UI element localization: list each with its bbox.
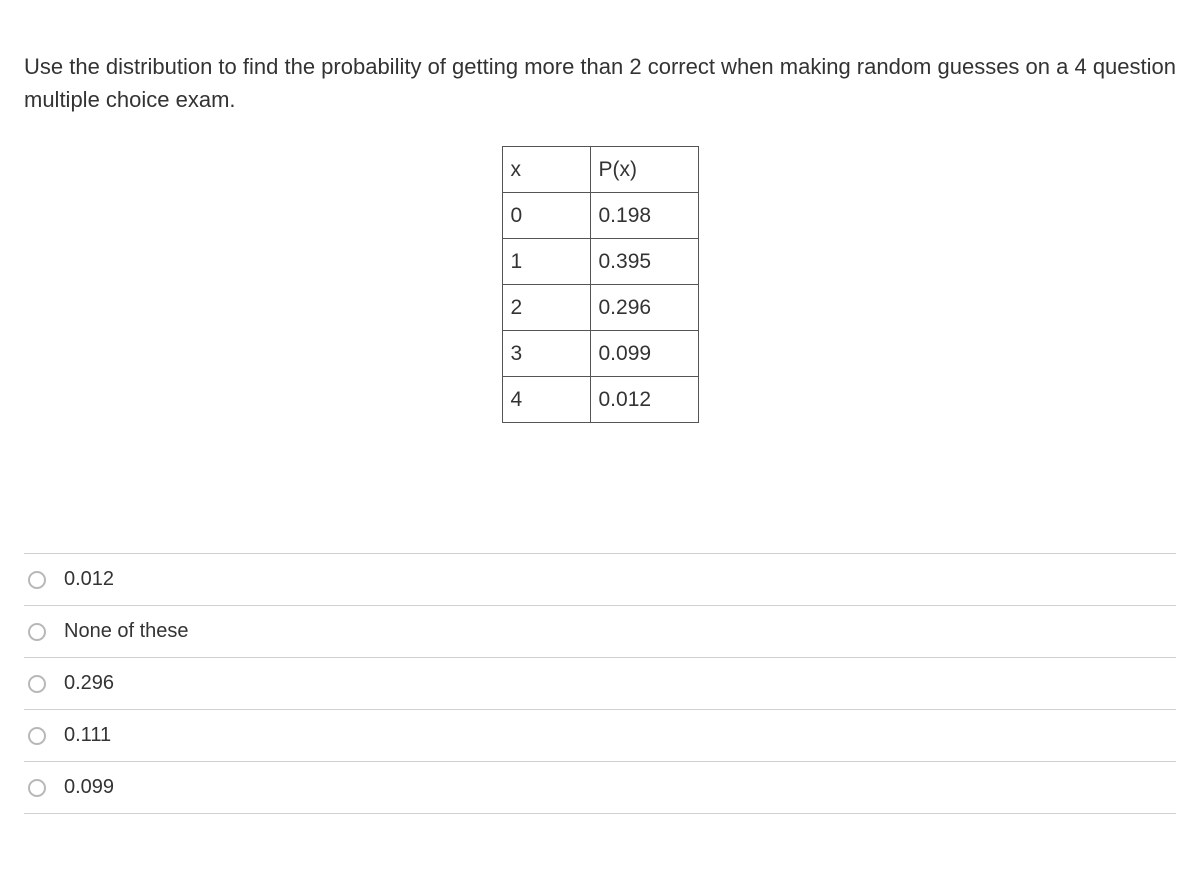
option-row[interactable]: None of these [24,606,1176,658]
table-row: 2 0.296 [502,285,698,331]
option-label: 0.111 [64,724,111,747]
option-row[interactable]: 0.099 [24,762,1176,814]
table-cell: 0 [502,193,590,239]
table-cell: 0.296 [590,285,698,331]
table-cell: 3 [502,331,590,377]
option-row[interactable]: 0.012 [24,554,1176,606]
table-header-row: x P(x) [502,147,698,193]
option-label: 0.296 [64,672,114,695]
table-cell: 0.012 [590,377,698,423]
question-text: Use the distribution to find the probabi… [24,50,1176,116]
table-row: 3 0.099 [502,331,698,377]
table-cell: 0.395 [590,239,698,285]
distribution-table: x P(x) 0 0.198 1 0.395 2 0.296 3 0.099 4… [502,146,699,423]
table-cell: 1 [502,239,590,285]
radio-icon [28,727,46,745]
option-label: 0.012 [64,568,114,591]
option-row[interactable]: 0.111 [24,710,1176,762]
table-header-px: P(x) [590,147,698,193]
table-cell: 4 [502,377,590,423]
radio-icon [28,779,46,797]
table-cell: 0.198 [590,193,698,239]
table-cell: 0.099 [590,331,698,377]
radio-icon [28,623,46,641]
option-label: 0.099 [64,776,114,799]
table-cell: 2 [502,285,590,331]
answer-options: 0.012 None of these 0.296 0.111 0.099 [24,553,1176,814]
option-label: None of these [64,620,189,643]
radio-icon [28,675,46,693]
table-row: 0 0.198 [502,193,698,239]
distribution-table-wrapper: x P(x) 0 0.198 1 0.395 2 0.296 3 0.099 4… [24,146,1176,423]
table-row: 4 0.012 [502,377,698,423]
radio-icon [28,571,46,589]
table-header-x: x [502,147,590,193]
option-row[interactable]: 0.296 [24,658,1176,710]
table-row: 1 0.395 [502,239,698,285]
